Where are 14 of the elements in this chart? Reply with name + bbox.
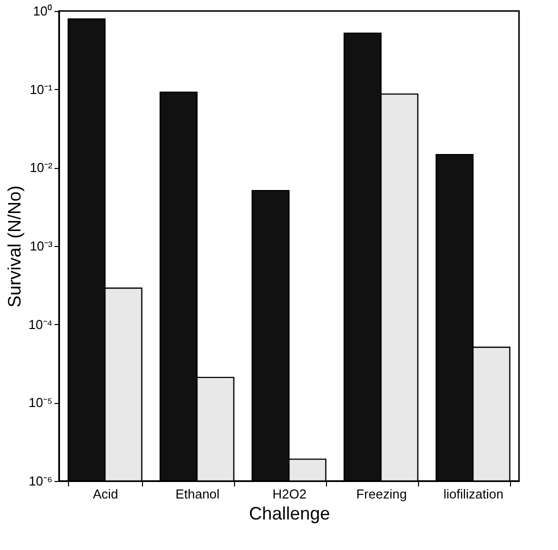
x-tick-label: liofilization	[444, 486, 504, 502]
x-tick-label: Freezing	[356, 486, 407, 502]
y-tick-label: 10⁻⁶	[28, 474, 52, 488]
y-axis-title: Survival (N/No)	[4, 185, 24, 308]
x-tick-label: H2O2	[272, 486, 306, 502]
y-tick-label: 10⁻⁵	[28, 395, 52, 410]
x-tick-label: Ethanol	[175, 486, 220, 502]
y-tick-label: 10⁻³	[30, 238, 54, 254]
y-tick-label: 10⁻¹	[30, 82, 54, 97]
y-tick-label: 10⁻⁴	[28, 316, 52, 332]
y-tick-label: 10⁰	[33, 4, 52, 18]
y-tick-label: 10⁻²	[30, 160, 54, 176]
x-axis-title: Challenge	[248, 504, 330, 524]
x-tick-label: Acid	[92, 486, 118, 502]
